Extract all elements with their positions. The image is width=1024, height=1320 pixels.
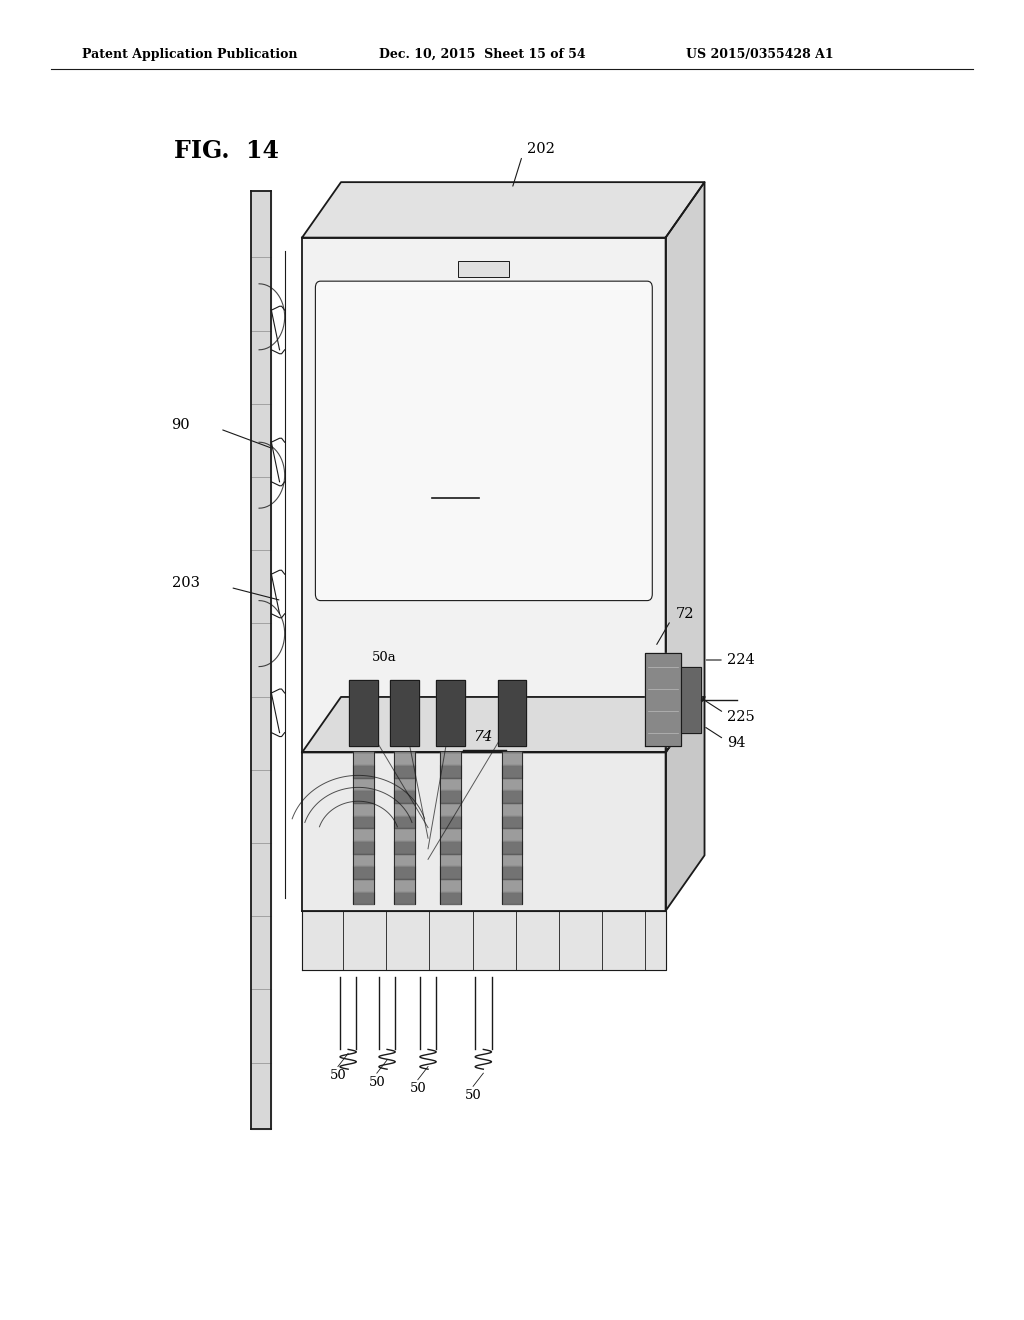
Text: 72: 72 bbox=[676, 607, 694, 620]
Polygon shape bbox=[394, 841, 415, 854]
Text: 50: 50 bbox=[410, 1082, 426, 1096]
Polygon shape bbox=[302, 752, 666, 911]
Polygon shape bbox=[440, 854, 461, 866]
Polygon shape bbox=[440, 803, 461, 816]
Polygon shape bbox=[394, 777, 415, 791]
Polygon shape bbox=[394, 791, 415, 803]
Polygon shape bbox=[502, 766, 522, 777]
Polygon shape bbox=[436, 680, 465, 746]
Text: FIG.  14: FIG. 14 bbox=[174, 139, 280, 162]
Polygon shape bbox=[498, 680, 526, 746]
Polygon shape bbox=[502, 752, 522, 766]
Polygon shape bbox=[353, 803, 374, 816]
Polygon shape bbox=[440, 891, 461, 904]
Text: Dec. 10, 2015  Sheet 15 of 54: Dec. 10, 2015 Sheet 15 of 54 bbox=[379, 48, 586, 61]
Text: 203: 203 bbox=[172, 577, 200, 590]
Polygon shape bbox=[502, 803, 522, 816]
Bar bbox=[459, 261, 510, 277]
Polygon shape bbox=[353, 816, 374, 829]
Polygon shape bbox=[502, 816, 522, 829]
Polygon shape bbox=[502, 777, 522, 791]
Polygon shape bbox=[502, 841, 522, 854]
Polygon shape bbox=[302, 911, 666, 970]
Text: 224: 224 bbox=[727, 653, 755, 667]
Text: 50: 50 bbox=[369, 1076, 385, 1089]
Polygon shape bbox=[394, 854, 415, 866]
Polygon shape bbox=[353, 879, 374, 891]
Polygon shape bbox=[353, 777, 374, 791]
Polygon shape bbox=[440, 841, 461, 854]
Text: 225: 225 bbox=[727, 710, 755, 723]
Polygon shape bbox=[394, 752, 415, 766]
FancyBboxPatch shape bbox=[315, 281, 652, 601]
Polygon shape bbox=[353, 891, 374, 904]
Polygon shape bbox=[502, 866, 522, 879]
Polygon shape bbox=[251, 191, 271, 1129]
Polygon shape bbox=[302, 238, 666, 752]
Polygon shape bbox=[353, 866, 374, 879]
Text: US 2015/0355428 A1: US 2015/0355428 A1 bbox=[686, 48, 834, 61]
Polygon shape bbox=[394, 829, 415, 841]
Polygon shape bbox=[440, 866, 461, 879]
Polygon shape bbox=[440, 752, 461, 766]
Text: Patent Application Publication: Patent Application Publication bbox=[82, 48, 297, 61]
Text: 50: 50 bbox=[465, 1089, 481, 1102]
Polygon shape bbox=[645, 653, 681, 746]
Polygon shape bbox=[353, 752, 374, 766]
Polygon shape bbox=[440, 879, 461, 891]
Text: 50: 50 bbox=[330, 1069, 346, 1082]
Polygon shape bbox=[353, 791, 374, 803]
Polygon shape bbox=[394, 866, 415, 879]
Text: 90: 90 bbox=[171, 418, 189, 432]
Text: 70: 70 bbox=[444, 473, 467, 491]
Polygon shape bbox=[502, 879, 522, 891]
Polygon shape bbox=[440, 829, 461, 841]
Polygon shape bbox=[681, 667, 701, 733]
Polygon shape bbox=[440, 816, 461, 829]
Polygon shape bbox=[440, 791, 461, 803]
Text: 74: 74 bbox=[473, 730, 494, 743]
Polygon shape bbox=[353, 854, 374, 866]
Polygon shape bbox=[502, 891, 522, 904]
Text: 202: 202 bbox=[527, 143, 555, 156]
Text: 94: 94 bbox=[727, 737, 745, 750]
Polygon shape bbox=[394, 766, 415, 777]
Text: 50a: 50a bbox=[372, 651, 396, 664]
Polygon shape bbox=[502, 791, 522, 803]
Polygon shape bbox=[666, 182, 705, 752]
Polygon shape bbox=[390, 680, 419, 746]
Polygon shape bbox=[440, 777, 461, 791]
Polygon shape bbox=[394, 803, 415, 816]
Polygon shape bbox=[502, 854, 522, 866]
Polygon shape bbox=[440, 766, 461, 777]
Polygon shape bbox=[302, 182, 705, 238]
Polygon shape bbox=[394, 816, 415, 829]
Polygon shape bbox=[349, 680, 378, 746]
Polygon shape bbox=[394, 879, 415, 891]
Polygon shape bbox=[394, 891, 415, 904]
Polygon shape bbox=[353, 766, 374, 777]
Polygon shape bbox=[666, 697, 705, 911]
Polygon shape bbox=[353, 841, 374, 854]
Polygon shape bbox=[302, 697, 705, 752]
Polygon shape bbox=[353, 829, 374, 841]
Polygon shape bbox=[502, 829, 522, 841]
